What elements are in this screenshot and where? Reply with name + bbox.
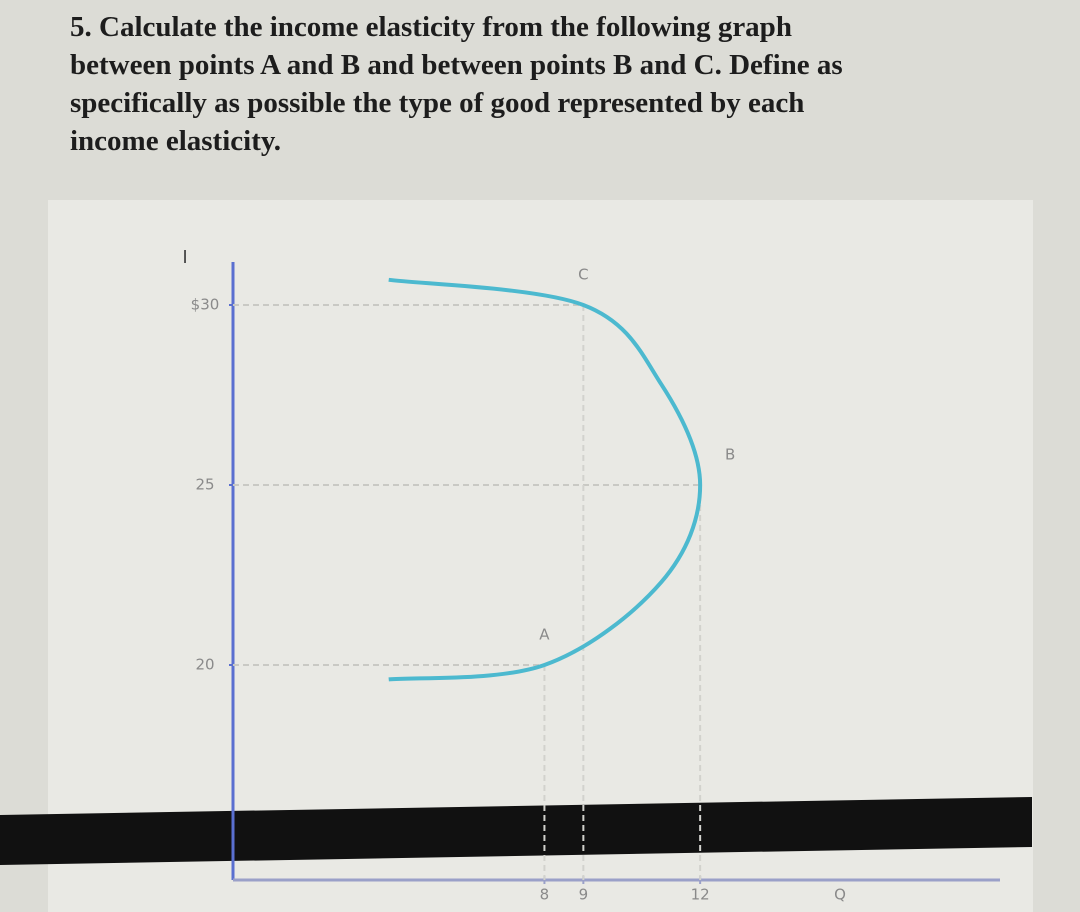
y-tick-label: 25	[195, 476, 214, 494]
x-axis-label: Q	[834, 886, 846, 904]
x-tick-label: 12	[691, 886, 710, 904]
x-tick-label: 9	[579, 886, 589, 904]
paper	[48, 200, 1033, 912]
y-tick-label: 20	[195, 656, 214, 674]
point-label: A	[539, 626, 550, 644]
photo-shadow	[0, 796, 1032, 865]
y-axis-label: I	[182, 247, 187, 268]
point-label: C	[578, 266, 588, 284]
point-label: B	[725, 446, 735, 464]
question: 5. Calculate the income elasticity from …	[70, 11, 843, 157]
x-tick-label: 8	[540, 886, 550, 904]
curve	[388, 277, 703, 682]
y-tick-label: $30	[191, 296, 220, 314]
